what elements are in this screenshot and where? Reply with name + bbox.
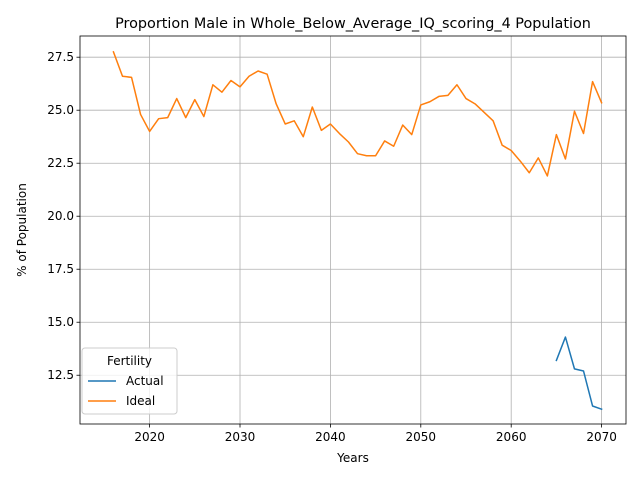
y-tick-label: 27.5 — [47, 50, 74, 64]
y-tick-label: 15.0 — [47, 315, 74, 329]
series-line-ideal — [112, 50, 603, 177]
x-tick-label: 2040 — [315, 430, 346, 444]
chart-title: Proportion Male in Whole_Below_Average_I… — [115, 16, 591, 32]
plot-frame — [79, 35, 627, 425]
series-lines — [112, 50, 603, 411]
legend: Fertility Actual Ideal — [81, 347, 178, 415]
x-tick-label: 2050 — [406, 430, 437, 444]
x-tick-label: 2020 — [134, 430, 165, 444]
axis-ticks: 2020 2030 2040 2050 2060 2070 12.5 15.0 17.5 20.0… — [47, 50, 617, 444]
legend-label-actual: Actual — [126, 374, 164, 388]
y-axis-label: % of Population — [15, 183, 29, 277]
y-tick-label: 20.0 — [47, 209, 74, 223]
legend-title: Fertility — [107, 354, 152, 368]
legend-entries: Actual Ideal — [88, 374, 164, 408]
y-tick-label: 17.5 — [47, 262, 74, 276]
y-tick-label: 12.5 — [47, 368, 74, 382]
x-tick-label: 2030 — [225, 430, 256, 444]
y-tick-label: 22.5 — [47, 156, 74, 170]
x-tick-label: 2070 — [586, 430, 617, 444]
y-tick-label: 25.0 — [47, 103, 74, 117]
x-axis-label: Years — [336, 451, 369, 465]
series-line-actual — [555, 336, 603, 411]
x-tick-label: 2060 — [496, 430, 527, 444]
legend-label-ideal: Ideal — [126, 394, 155, 408]
legend-box — [81, 347, 178, 415]
